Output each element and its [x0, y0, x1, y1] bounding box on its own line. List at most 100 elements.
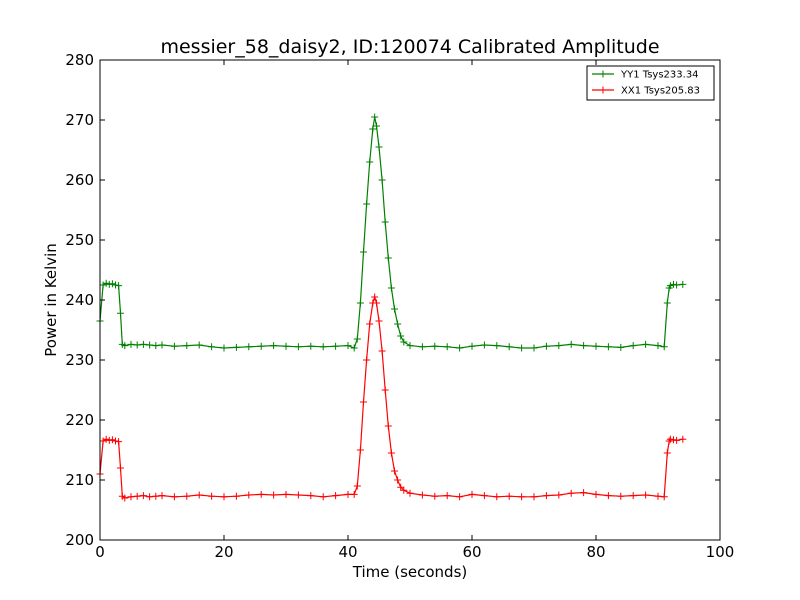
y-tick-label: 260: [65, 171, 94, 189]
legend: YY1 Tsys233.34 XX1 Tsys205.83: [586, 65, 715, 101]
data-point: [350, 344, 358, 352]
y-tick-label: 270: [65, 111, 94, 129]
data-point: [663, 299, 671, 307]
data-point: [232, 492, 240, 500]
data-point: [666, 282, 674, 290]
data-point: [617, 343, 625, 351]
data-point: [394, 320, 402, 328]
data-point: [654, 342, 662, 350]
data-point: [542, 492, 550, 500]
data-point: [369, 125, 377, 133]
data-point: [360, 248, 367, 256]
data-point: [456, 493, 464, 501]
data-point: [195, 341, 203, 349]
data-point: [356, 299, 364, 307]
data-point: [679, 280, 687, 288]
plot-area: [96, 113, 687, 502]
data-point: [105, 436, 113, 444]
data-point: [375, 143, 383, 151]
data-point: [133, 341, 141, 349]
legend-marker: [599, 86, 607, 94]
data-point: [530, 344, 538, 352]
data-point: [257, 342, 265, 350]
data-point: [493, 342, 501, 350]
x-tick-label: 20: [214, 543, 233, 561]
data-point: [99, 281, 107, 289]
data-point: [567, 489, 575, 497]
data-point: [406, 342, 414, 350]
data-point: [99, 437, 107, 445]
data-point: [670, 436, 677, 444]
data-point: [319, 343, 327, 351]
data-point: [344, 342, 352, 350]
data-point: [270, 342, 278, 350]
y-tick-label: 210: [65, 471, 94, 489]
data-point: [363, 200, 371, 208]
data-point: [360, 398, 367, 406]
data-point: [493, 493, 501, 501]
data-point: [366, 320, 374, 328]
y-tick-label: 240: [65, 291, 94, 309]
data-point: [666, 435, 674, 443]
data-point: [642, 491, 650, 499]
data-point: [371, 293, 379, 301]
legend-box: [586, 65, 715, 101]
data-point: [373, 122, 381, 130]
data-point: [629, 492, 637, 500]
data-point: [555, 342, 563, 350]
data-point: [353, 335, 361, 343]
data-point: [418, 343, 426, 351]
legend-marker: [599, 70, 607, 78]
data-point: [146, 493, 154, 501]
data-point: [387, 284, 395, 292]
data-point: [353, 482, 361, 490]
data-point: [133, 492, 141, 500]
data-point: [673, 281, 681, 289]
data-point: [121, 494, 129, 502]
x-tick-label: 60: [462, 543, 481, 561]
data-point: [158, 341, 166, 349]
data-point: [220, 344, 228, 352]
data-point: [400, 486, 408, 494]
data-point: [468, 490, 476, 498]
data-point: [384, 422, 392, 430]
x-axis-label: Time (seconds): [352, 563, 468, 581]
data-point: [480, 492, 488, 500]
x-tick-label: 80: [586, 543, 605, 561]
data-point: [592, 342, 600, 350]
data-point: [604, 343, 612, 351]
data-point: [121, 342, 129, 350]
data-point: [542, 342, 550, 350]
data-point: [580, 489, 588, 497]
data-point: [112, 281, 119, 289]
data-point: [152, 492, 160, 500]
chart-title: messier_58_daisy2, ID:120074 Calibrated …: [160, 36, 659, 58]
data-point: [468, 342, 476, 350]
y-axis-label: Power in Kelvin: [42, 243, 60, 357]
y-tick-label: 280: [65, 51, 94, 69]
data-point: [282, 342, 290, 350]
data-point: [183, 492, 191, 500]
data-point: [102, 279, 110, 287]
y-tick-label: 200: [65, 531, 94, 549]
data-point: [660, 343, 668, 351]
data-point: [366, 158, 374, 166]
data-point: [116, 309, 124, 317]
data-point: [208, 343, 216, 351]
data-point: [673, 436, 681, 444]
data-point: [363, 356, 371, 364]
data-point: [108, 280, 116, 288]
data-point: [112, 437, 119, 445]
data-point: [580, 342, 588, 350]
data-point: [518, 344, 526, 352]
data-point: [391, 305, 398, 313]
data-point: [400, 338, 408, 346]
data-point: [332, 492, 340, 500]
data-point: [378, 347, 386, 355]
data-point: [183, 342, 191, 350]
data-point: [443, 343, 451, 351]
data-point: [530, 493, 538, 501]
data-point: [270, 491, 278, 499]
x-tick-label: 100: [706, 543, 735, 561]
data-point: [642, 340, 650, 348]
